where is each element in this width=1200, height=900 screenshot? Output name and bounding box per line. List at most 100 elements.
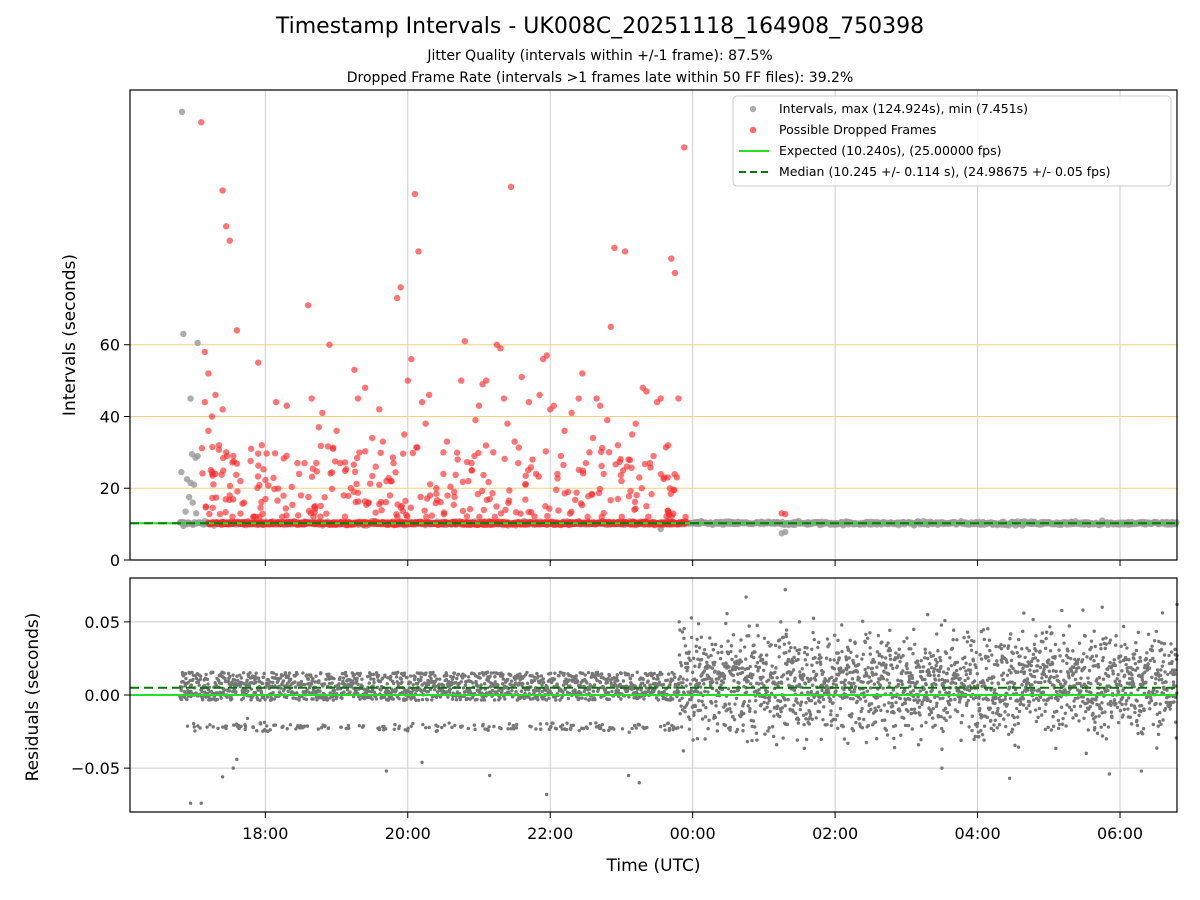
residual-point (859, 709, 863, 714)
residual-point (424, 671, 428, 675)
residual-point (897, 653, 901, 657)
residual-point (752, 655, 756, 660)
residual-point (179, 688, 183, 692)
residual-point (697, 681, 702, 686)
residual-point (189, 683, 194, 687)
residual-point (246, 689, 250, 693)
dropped-frame-point (351, 468, 359, 476)
residual-point (555, 682, 559, 686)
residual-point (767, 698, 772, 703)
residual-point (448, 690, 452, 694)
dropped-frame-point (595, 489, 603, 497)
residual-point (809, 690, 813, 694)
residual-point (888, 657, 893, 661)
residual-point (598, 726, 603, 731)
residual-point (487, 725, 491, 729)
dropped-frame-point (463, 513, 471, 520)
residual-point (800, 691, 804, 695)
residual-point (357, 723, 362, 728)
dropped-frame-point (497, 345, 504, 352)
residual-point (856, 662, 861, 667)
residual-point (554, 698, 558, 702)
residual-point (628, 677, 633, 681)
dropped-frame-point (403, 513, 411, 520)
residual-point (615, 673, 620, 677)
residual-point (845, 695, 849, 699)
dropped-frame-point (237, 510, 244, 517)
dropped-frame-point (372, 509, 379, 516)
residual-point (704, 705, 708, 710)
residual-point (420, 683, 424, 687)
residual-point (765, 701, 770, 705)
residual-point (678, 674, 683, 679)
residual-point (810, 717, 814, 722)
residual-point (676, 683, 681, 687)
dropped-frame-point (632, 505, 639, 512)
residual-point (180, 685, 184, 689)
residual-point (895, 656, 900, 660)
residual-point (757, 687, 761, 692)
residual-point (917, 698, 921, 702)
residual-point (846, 647, 851, 652)
residual-point (613, 683, 618, 687)
residual-point (917, 705, 922, 709)
dropped-frame-point (226, 237, 233, 244)
residual-point (827, 642, 831, 646)
residual-point (377, 727, 382, 732)
residual-point (383, 673, 387, 677)
residual-point (876, 680, 880, 685)
residual-point (382, 724, 386, 729)
residual-point (691, 656, 696, 661)
residual-point (919, 737, 923, 742)
residual-point (286, 674, 291, 678)
dropped-frame-point (415, 248, 422, 255)
dropped-frame-point (584, 513, 591, 521)
residual-point (688, 658, 692, 663)
residual-point (747, 633, 751, 638)
residual-point (805, 646, 809, 650)
residual-point (865, 689, 870, 693)
residual-point (811, 630, 815, 635)
residual-point (394, 675, 399, 679)
dropped-frame-point (295, 470, 303, 478)
residual-point (258, 698, 262, 702)
residual-point (699, 657, 704, 662)
residual-point (514, 681, 518, 685)
residual-point (889, 663, 894, 667)
residual-point (465, 696, 470, 701)
residual-point (327, 672, 331, 676)
residual-point (737, 681, 741, 685)
residual-point (581, 671, 585, 676)
residual-point (919, 658, 923, 663)
residual-point (727, 665, 731, 669)
dropped-frame-point (525, 398, 533, 406)
residual-point (901, 654, 905, 658)
residual-point (378, 680, 383, 684)
dropped-frame-point (388, 477, 395, 485)
residual-point (762, 707, 767, 711)
residual-point (498, 696, 502, 700)
residual-point (911, 689, 915, 693)
dropped-frame-point (326, 341, 333, 348)
residual-point (715, 729, 720, 733)
residual-point (262, 671, 266, 676)
residual-point (781, 736, 785, 740)
residual-point (811, 616, 816, 620)
dropped-frame-point (582, 459, 590, 467)
residual-point (274, 672, 279, 677)
residual-point (222, 688, 227, 692)
dropped-frame-point (230, 452, 237, 460)
residual-point (803, 682, 808, 686)
residual-point (392, 727, 396, 731)
residual-point (890, 704, 895, 708)
residual-point (544, 698, 549, 702)
dropped-frame-point (568, 409, 575, 417)
residual-point (694, 678, 699, 683)
residual-point (875, 665, 879, 669)
residual-point (344, 674, 349, 678)
dropped-frame-point (507, 183, 515, 191)
residual-point (741, 729, 745, 733)
dropped-frame-point (428, 512, 436, 519)
residual-point (807, 722, 812, 726)
dropped-frame-point (308, 473, 316, 480)
